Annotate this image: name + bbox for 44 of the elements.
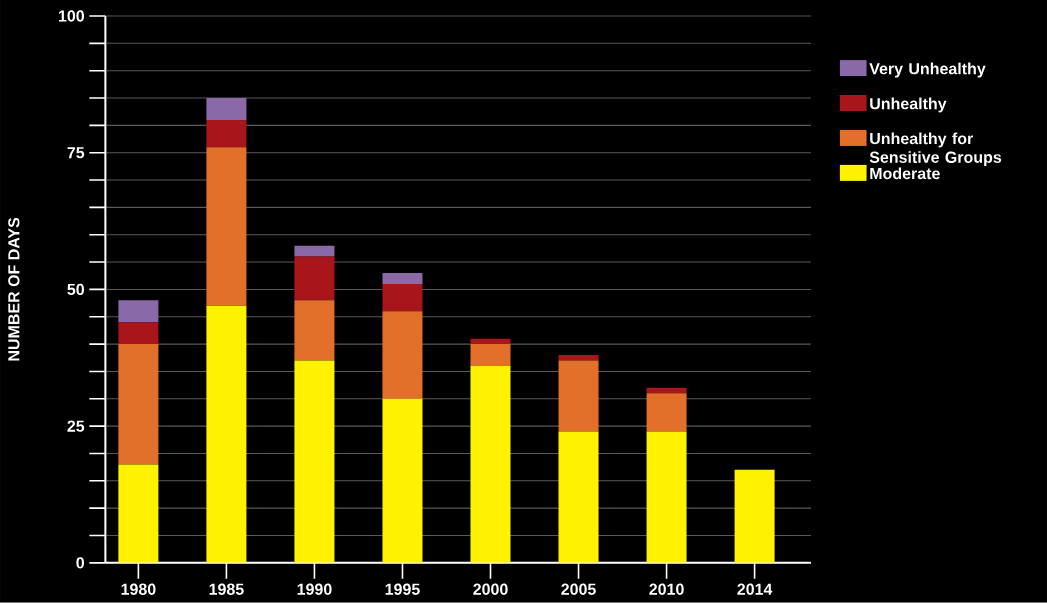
bar <box>470 344 511 367</box>
y-tick-label: 0 <box>76 557 84 569</box>
bar <box>294 245 335 257</box>
bar <box>206 98 247 120</box>
bar <box>118 300 159 323</box>
bar <box>646 431 687 563</box>
bar <box>558 431 599 563</box>
x-tick-label: 1980 <box>121 583 156 595</box>
bar <box>646 393 687 432</box>
bar <box>382 273 423 285</box>
bar <box>294 300 335 361</box>
x-tick-label: 2005 <box>561 583 596 595</box>
bar <box>382 398 423 563</box>
bar <box>734 469 775 563</box>
legend-label: Unhealthy <box>870 97 947 113</box>
y-axis-title: NUMBER OF DAYS <box>8 217 20 361</box>
x-tick-label: 2014 <box>737 583 773 595</box>
bar <box>294 256 335 301</box>
legend-label: Very Unhealthy <box>869 62 986 78</box>
y-tick-label: 25 <box>67 420 85 432</box>
legend-label: Unhealthy for Sensitive Groups <box>869 132 1002 167</box>
bar <box>470 338 511 345</box>
bar <box>470 366 511 563</box>
bar <box>558 360 599 432</box>
x-tick-label: 1985 <box>209 583 244 595</box>
x-tick-label: 1995 <box>385 583 420 595</box>
bar <box>382 311 423 399</box>
y-tick-label: 100 <box>58 10 84 22</box>
bar <box>118 322 159 345</box>
y-tick-label: 50 <box>67 283 84 296</box>
y-tick-label: 75 <box>67 147 85 159</box>
bar <box>206 305 247 563</box>
x-tick-label: 2010 <box>649 583 684 595</box>
bar <box>118 344 159 465</box>
bar <box>118 464 159 563</box>
legend-label: Moderate <box>870 167 940 180</box>
bar <box>558 355 599 361</box>
x-tick-label: 1990 <box>297 583 332 595</box>
bar <box>382 284 423 312</box>
bar <box>206 147 247 306</box>
bar <box>294 360 335 563</box>
bar <box>646 387 687 394</box>
x-tick-label: 2000 <box>473 583 508 595</box>
bar <box>206 119 247 148</box>
